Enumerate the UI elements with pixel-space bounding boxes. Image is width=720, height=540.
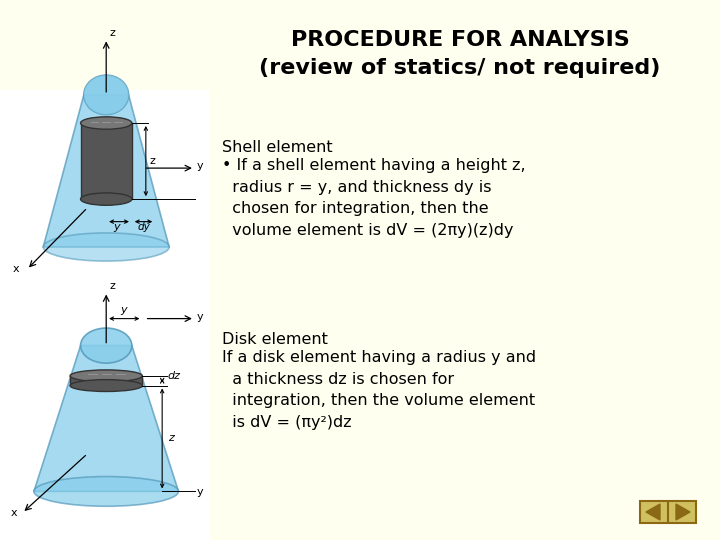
Text: x: x bbox=[13, 265, 19, 274]
Ellipse shape bbox=[70, 370, 143, 382]
Polygon shape bbox=[646, 504, 660, 520]
Ellipse shape bbox=[84, 75, 129, 114]
Ellipse shape bbox=[70, 380, 143, 392]
Ellipse shape bbox=[81, 328, 132, 363]
Ellipse shape bbox=[81, 117, 132, 129]
Text: y: y bbox=[120, 305, 127, 315]
Text: If a disk element having a radius y and
  a thickness dz is chosen for
  integra: If a disk element having a radius y and … bbox=[222, 350, 536, 430]
Text: (review of statics/ not required): (review of statics/ not required) bbox=[259, 58, 661, 78]
Text: y: y bbox=[197, 161, 204, 171]
Text: dy: dy bbox=[138, 222, 150, 232]
Ellipse shape bbox=[81, 193, 132, 205]
Text: Disk element: Disk element bbox=[222, 332, 328, 347]
Text: z: z bbox=[168, 434, 174, 443]
Bar bbox=[70, 376, 143, 386]
Text: z: z bbox=[110, 281, 116, 291]
Text: PROCEDURE FOR ANALYSIS: PROCEDURE FOR ANALYSIS bbox=[291, 30, 629, 50]
Ellipse shape bbox=[34, 476, 179, 507]
Text: x: x bbox=[11, 508, 17, 518]
Text: Shell element: Shell element bbox=[222, 140, 333, 155]
FancyBboxPatch shape bbox=[640, 501, 696, 523]
Text: y: y bbox=[197, 488, 204, 497]
Text: dz: dz bbox=[168, 372, 181, 381]
Text: y: y bbox=[197, 312, 204, 322]
Polygon shape bbox=[34, 346, 179, 491]
Polygon shape bbox=[43, 95, 169, 247]
Text: y: y bbox=[113, 222, 120, 232]
Bar bbox=[81, 123, 132, 199]
Bar bbox=[0, 90, 210, 540]
Polygon shape bbox=[676, 504, 690, 520]
Ellipse shape bbox=[84, 75, 129, 114]
Ellipse shape bbox=[43, 233, 169, 261]
Text: z: z bbox=[110, 28, 116, 38]
Text: z: z bbox=[149, 156, 155, 166]
Text: • If a shell element having a height z,
  radius r = y, and thickness dy is
  ch: • If a shell element having a height z, … bbox=[222, 158, 526, 238]
